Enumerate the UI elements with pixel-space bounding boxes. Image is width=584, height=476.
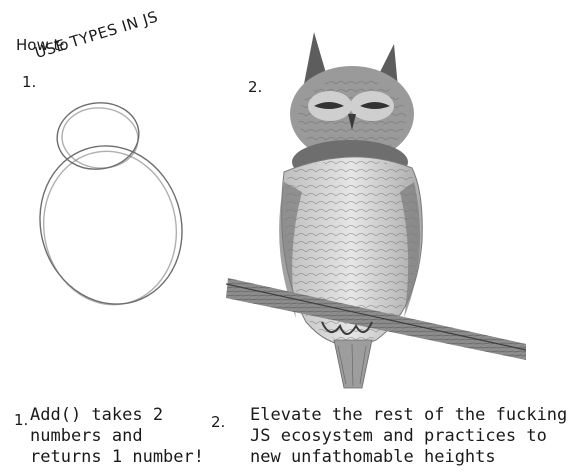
owl-beak <box>348 114 356 130</box>
caption2-number: 2. <box>211 413 226 431</box>
caption2-line: JS ecosystem and practices to <box>250 426 547 446</box>
caption1-number: 1. <box>14 411 29 429</box>
step2-number: 2. <box>248 78 263 96</box>
owl-drawing <box>226 32 526 389</box>
caption1-line: Add() takes 2 <box>30 405 164 425</box>
owl-tail <box>333 339 373 389</box>
left-ear-tuft <box>304 32 328 84</box>
left-eye <box>314 102 344 109</box>
how-to-label: How to <box>16 36 69 54</box>
step1-number: 1. <box>22 73 37 91</box>
caption1-text: Add() takes 2 numbers and returns 1 numb… <box>30 405 204 468</box>
meme-title: USE TYPES IN JS <box>32 7 161 63</box>
caption2-line: new unfathomable heights <box>250 447 496 467</box>
right-eye <box>360 102 390 109</box>
caption1-line: numbers and <box>30 426 143 446</box>
circle-sketch <box>39 102 183 306</box>
owl-talons <box>321 321 373 335</box>
caption2-line: Elevate the rest of the fucking <box>250 405 568 425</box>
caption1-line: returns 1 number! <box>30 447 204 467</box>
caption2-text: Elevate the rest of the fucking JS ecosy… <box>250 405 567 468</box>
